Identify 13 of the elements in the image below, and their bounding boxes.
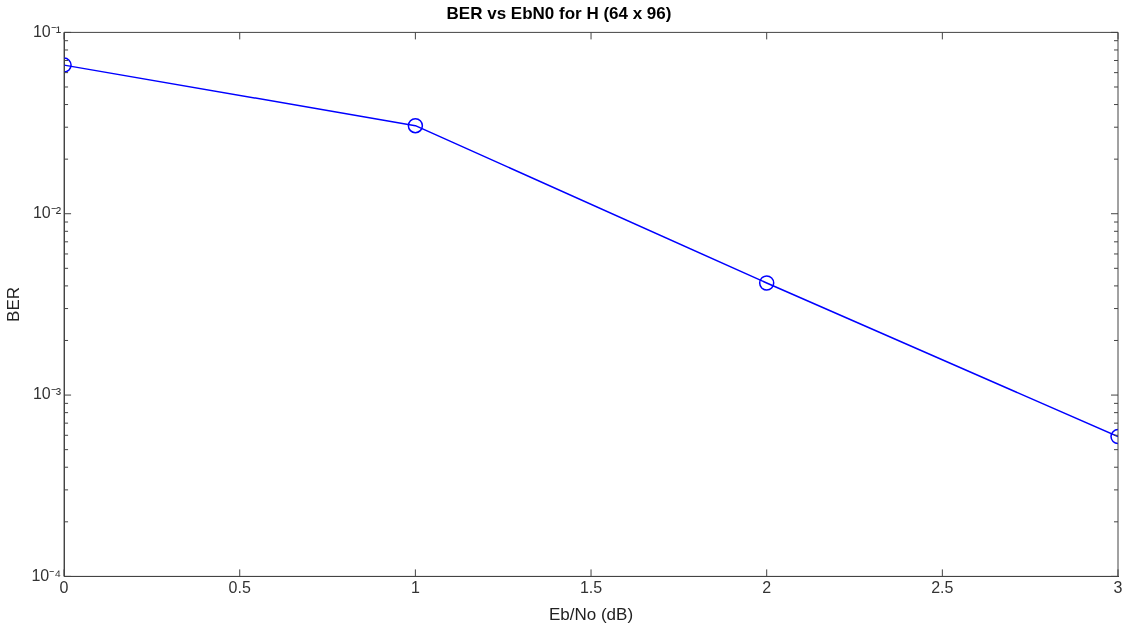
- y-tick-label: 10⁻¹: [32, 22, 62, 40]
- x-tick-label: 2: [762, 579, 772, 597]
- chart-title: BER vs EbN0 for H (64 x 96): [446, 3, 672, 23]
- y-tick-label: 10⁻³: [32, 385, 62, 403]
- y-tick-label: 10⁻²: [32, 204, 62, 222]
- x-tick-label: 2.5: [931, 579, 954, 597]
- x-tick-label: 1.5: [579, 579, 603, 597]
- y-axis-title: BER: [3, 286, 23, 322]
- x-tick-label: 0.5: [228, 579, 251, 597]
- x-tick-label: 1: [410, 579, 420, 597]
- x-tick-label: 3: [1113, 579, 1123, 597]
- x-tick-label: 0: [59, 579, 69, 597]
- x-axis-title: Eb/No (dB): [548, 605, 634, 625]
